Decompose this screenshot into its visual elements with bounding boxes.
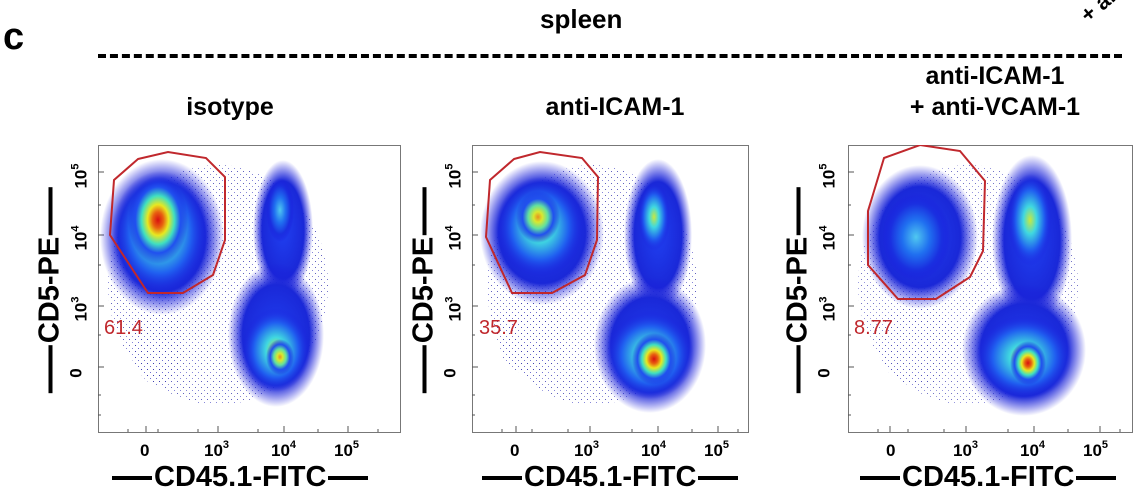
x-label-text: CD45.1-FITC	[524, 461, 697, 493]
y-tick-10000: 104	[817, 225, 839, 251]
dash-line	[482, 475, 522, 480]
title-line: anti-ICAM-1	[925, 62, 1065, 90]
title-line: + anti-VCAM-1	[909, 93, 1081, 121]
y-axis-label: CD5-PE	[30, 145, 70, 435]
group-divider	[98, 54, 1122, 58]
x-axis-label: CD45.1-FITC	[858, 461, 1118, 494]
title-line: isotype	[186, 93, 274, 121]
x-tick-1000: 103	[953, 439, 979, 460]
dash-line	[422, 345, 426, 394]
x-label-text: CD45.1-FITC	[902, 461, 1075, 493]
dash-line	[48, 345, 52, 394]
x-tick-100000: 105	[704, 439, 730, 460]
dash-line	[796, 345, 800, 394]
y-axis-label: CD5-PE	[770, 145, 814, 435]
density-plot	[848, 145, 1133, 433]
x-axis-ticks	[127, 426, 379, 432]
x-tick-100000: 105	[1083, 439, 1109, 460]
panel-letter: c	[3, 16, 25, 58]
x-tick-10000: 104	[1020, 439, 1046, 460]
y-tick-10000: 104	[69, 225, 91, 251]
plot-anti-icam: CD5-PE 0 103 104 105 35.7 0 103 104 105 …	[400, 145, 790, 493]
plot-title-anti-icam-vcam: anti-ICAM-1 + anti-VCAM-1	[870, 61, 1120, 123]
dash-line	[422, 186, 426, 235]
x-tick-1000: 103	[574, 439, 600, 460]
gate-percent: 8.77	[854, 317, 893, 339]
title-line: anti-ICAM-1	[545, 93, 685, 121]
y-label-text: CD5-PE	[781, 236, 814, 344]
x-tick-0: 0	[886, 441, 896, 460]
y-tick-10000: 104	[443, 225, 465, 251]
y-tick-100000: 105	[443, 163, 465, 189]
cut-off-label: + an	[1075, 0, 1126, 28]
density-plot	[472, 145, 749, 433]
x-tick-10000: 104	[271, 439, 297, 460]
dash-line	[328, 475, 369, 480]
gate-percent: 35.7	[479, 317, 518, 339]
x-axis-ticks	[877, 426, 1121, 432]
dash-line	[796, 186, 800, 235]
x-tick-1000: 103	[204, 439, 230, 460]
dash-line	[1076, 475, 1117, 480]
x-tick-0: 0	[140, 441, 150, 460]
dash-line	[112, 475, 152, 480]
plot-isotype: CD5-PE 0 103 104 105 61.4 0 103 104 10	[30, 145, 420, 493]
x-axis-label: CD45.1-FITC	[110, 461, 370, 494]
dash-line	[860, 475, 900, 480]
x-label-text: CD45.1-FITC	[154, 461, 327, 493]
y-tick-1000: 103	[443, 296, 465, 322]
y-axis-ticks	[848, 171, 854, 416]
plot-title-anti-icam: anti-ICAM-1	[500, 92, 730, 123]
y-tick-0: 0	[440, 368, 460, 378]
dash-line	[698, 475, 739, 480]
y-tick-0: 0	[66, 368, 86, 378]
density-plot	[98, 145, 401, 433]
y-tick-1000: 103	[69, 296, 91, 322]
x-tick-10000: 104	[641, 439, 667, 460]
gate-percent: 61.4	[104, 317, 143, 339]
plot-anti-icam-vcam: CD5-PE 0 103 104 105 8.77 0 103 104 105 …	[770, 145, 1137, 493]
group-title: spleen	[540, 4, 623, 34]
x-tick-100000: 105	[334, 439, 360, 460]
y-label-text: CD5-PE	[33, 236, 66, 344]
y-axis-ticks	[472, 171, 478, 416]
y-tick-0: 0	[814, 368, 834, 378]
y-tick-100000: 105	[817, 163, 839, 189]
y-tick-100000: 105	[69, 163, 91, 189]
gate-polygon	[108, 150, 226, 294]
dash-line	[48, 186, 52, 235]
x-axis-ticks	[501, 426, 739, 432]
x-tick-0: 0	[510, 441, 520, 460]
y-label-text: CD5-PE	[407, 236, 440, 344]
gate-polygon	[484, 150, 600, 294]
plot-title-isotype: isotype	[130, 92, 330, 123]
y-tick-1000: 103	[817, 296, 839, 322]
gate-polygon	[867, 145, 987, 300]
y-axis-label: CD5-PE	[400, 145, 440, 435]
x-axis-label: CD45.1-FITC	[480, 461, 740, 494]
